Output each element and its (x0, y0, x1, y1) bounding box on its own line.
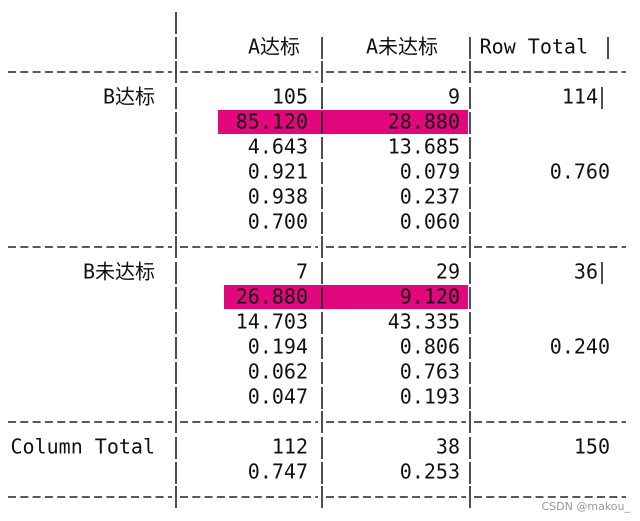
column-header: A达标 (248, 35, 300, 59)
cell-value: 0.193 (400, 385, 460, 409)
row-label: B未达标 (83, 260, 155, 284)
row-total: 0.240 (550, 335, 610, 359)
cell-value: 29 (436, 260, 460, 284)
row-label: Column Total (11, 435, 156, 459)
cell-value: 0.763 (400, 360, 460, 384)
cell-value: 28.880 (388, 110, 460, 134)
cell-value: 13.685 (388, 135, 460, 159)
cell-value: 9.120 (400, 285, 460, 309)
row-total: 0.760 (550, 160, 610, 184)
row-total: 150 (574, 435, 610, 459)
cell-value: 0.047 (248, 385, 308, 409)
cell-value: 0.747 (248, 460, 308, 484)
row-label: B达标 (103, 85, 155, 109)
cell-value: 0.079 (400, 160, 460, 184)
cell-value: 85.120 (236, 110, 308, 134)
cell-value: 0.806 (400, 335, 460, 359)
highlight (224, 285, 468, 309)
cell-value: 0.253 (400, 460, 460, 484)
cell-value: 0.921 (248, 160, 308, 184)
cell-value: 7 (296, 260, 308, 284)
cell-value: 105 (272, 85, 308, 109)
row-total: 36 (574, 260, 598, 284)
cell-value: 0.060 (400, 210, 460, 234)
highlight (218, 110, 468, 134)
row-total: 114 (562, 85, 598, 109)
watermark: CSDN @makou_ (542, 500, 631, 513)
column-header: Row Total (480, 35, 588, 59)
cell-value: 0.237 (400, 185, 460, 209)
cell-value: 9 (448, 85, 460, 109)
cell-value: 4.643 (248, 135, 308, 159)
cell-value: 0.938 (248, 185, 308, 209)
cell-value: 0.700 (248, 210, 308, 234)
cell-value: 43.335 (388, 310, 460, 334)
cell-value: 38 (436, 435, 460, 459)
cell-value: 14.703 (236, 310, 308, 334)
cell-value: 0.062 (248, 360, 308, 384)
cell-value: 112 (272, 435, 308, 459)
column-header: A未达标 (366, 35, 438, 59)
cell-value: 26.880 (236, 285, 308, 309)
cell-value: 0.194 (248, 335, 308, 359)
